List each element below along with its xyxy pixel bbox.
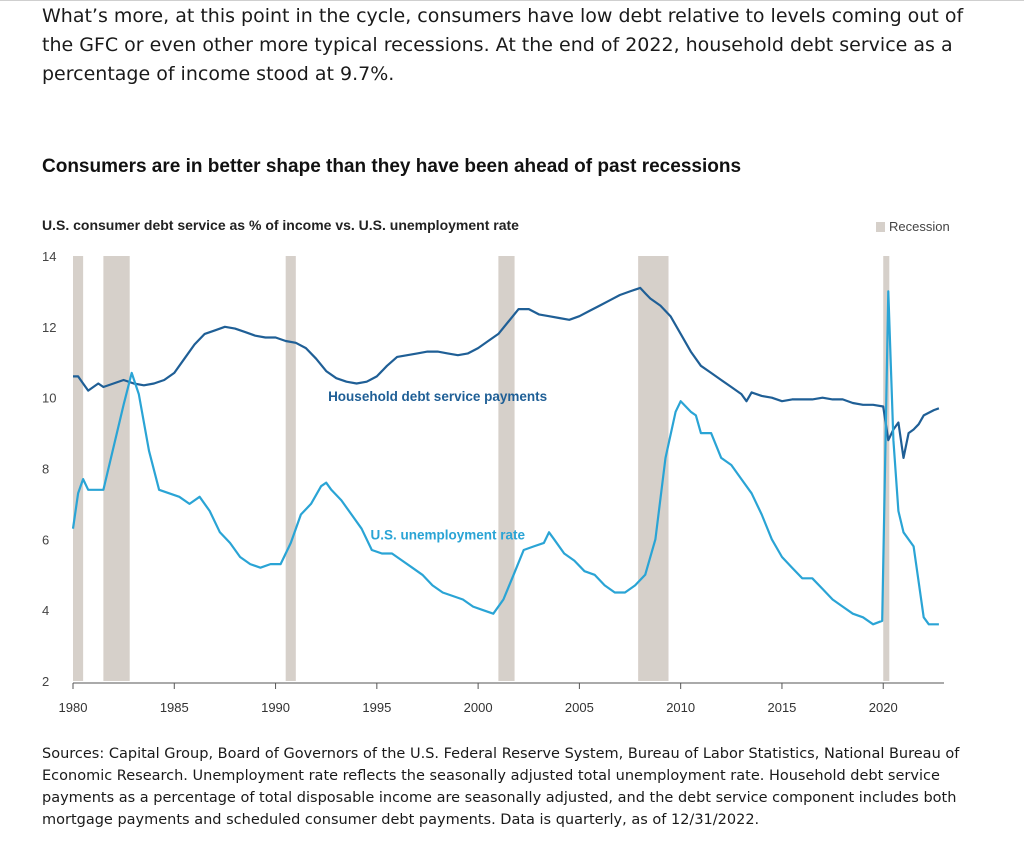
chart-title: Consumers are in better shape than they … — [42, 156, 742, 177]
x-tick-label: 2020 — [869, 700, 898, 715]
debt-service-line — [73, 286, 940, 459]
chart-subtitle: U.S. consumer debt service as % of incom… — [42, 217, 519, 233]
y-tick-label: 12 — [42, 320, 56, 335]
x-tick-label: 2015 — [767, 700, 796, 715]
legend-recession-label: Recession — [889, 219, 950, 234]
intro-paragraph: What’s more, at this point in the cycle,… — [42, 5, 964, 85]
recession-band — [73, 256, 84, 681]
x-tick-label: 1990 — [261, 700, 290, 715]
x-tick-label: 1980 — [59, 700, 88, 715]
line-chart: 2 4 6 8 10 12 14 1980 1985 1990 1995 2000 2005 2010 20… — [42, 249, 944, 715]
debt-service-line-label: Household debt service payments — [328, 389, 547, 404]
recession-band — [883, 256, 890, 681]
legend-recession-swatch — [876, 221, 885, 232]
unemployment-line — [71, 290, 939, 626]
x-tick-label: 1985 — [160, 700, 189, 715]
legend: Recession — [876, 219, 950, 234]
y-tick-label: 10 — [42, 391, 56, 406]
recession-band — [498, 256, 515, 681]
recession-band — [285, 256, 296, 681]
y-tick-label: 2 — [42, 674, 49, 689]
x-tick-label: 2005 — [565, 700, 594, 715]
y-tick-label: 6 — [42, 532, 49, 547]
x-tick-label: 2000 — [464, 700, 493, 715]
sources-note: Sources: Capital Group, Board of Governo… — [42, 746, 960, 828]
y-tick-label: 14 — [42, 249, 56, 264]
x-tick-label: 1995 — [362, 700, 391, 715]
y-tick-label: 4 — [42, 603, 49, 618]
unemployment-line-label: U.S. unemployment rate — [370, 527, 525, 542]
y-tick-label: 8 — [42, 462, 49, 477]
top-divider — [0, 0, 1024, 1]
x-tick-label: 2010 — [666, 700, 695, 715]
